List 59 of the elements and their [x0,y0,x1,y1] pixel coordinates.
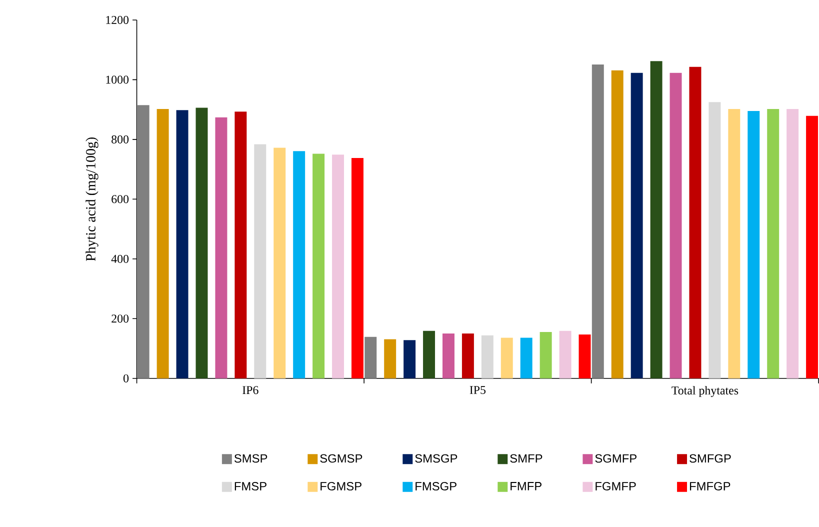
bar [592,64,604,378]
y-tick-label: 0 [123,374,129,382]
bar [332,154,344,378]
bar [156,108,169,378]
x-tick-label: IP5 [470,386,486,394]
bar [520,338,532,378]
y-axis-title: Phytic acid (mg/100g) [86,137,98,261]
bar [578,334,591,378]
legend-label: SGMFP [595,454,636,463]
bar [351,158,364,378]
bar [650,61,662,378]
bar [559,330,572,378]
legend-label: FMSP [234,482,266,490]
x-tick-label: IP6 [242,386,258,394]
y-tick-label: 1000 [106,76,129,84]
bar [176,110,188,378]
bar [137,105,150,378]
bar [786,108,799,378]
y-tick-label: 400 [111,254,129,263]
bar [462,334,474,378]
bar [404,340,416,378]
y-tick-label: 800 [112,135,129,144]
legend-label: FGMSP [320,482,362,490]
legend-label: SMSP [234,454,268,463]
y-tick-label: 1200 [106,16,129,24]
bar [748,111,760,378]
legend-label: FMFP [510,482,542,490]
legend-label: FGMFP [596,482,636,490]
bar [500,338,513,378]
bar [274,148,286,378]
bar [689,66,702,378]
bar [708,102,721,378]
bar [611,70,624,378]
bar [234,112,247,378]
bar [215,117,228,378]
bar [630,72,643,378]
legend-label: SMFGP [690,454,731,463]
legend-label: SMSGP [415,454,458,463]
bar [423,330,436,378]
bar [384,339,396,378]
legend-label: SGMSP [320,454,362,463]
bar [196,108,208,378]
bar [670,72,682,378]
y-tick-label: 200 [112,314,129,323]
bar [293,151,306,378]
bar [767,108,780,378]
bar [254,144,266,378]
bar [728,108,740,378]
legend-label: FMFGP [690,482,730,490]
bar [442,334,454,378]
bar [481,335,494,378]
bar [540,332,552,378]
bar [806,116,818,378]
legend-label: FMSGP [416,482,456,490]
bar [364,336,377,378]
y-tick-label: 600 [112,195,129,204]
bar [312,154,325,378]
legend-label: SMFP [510,454,542,463]
x-tick-label: Total phytates [672,386,738,397]
